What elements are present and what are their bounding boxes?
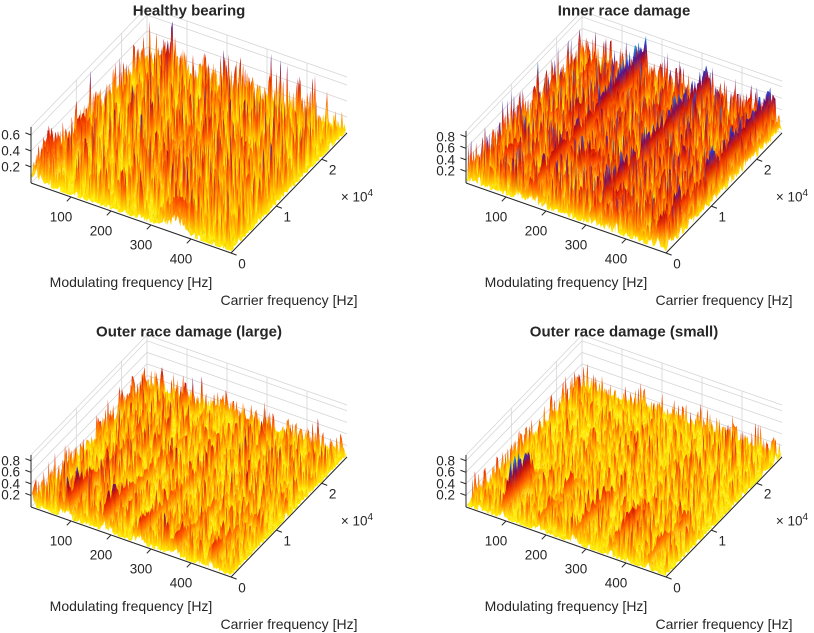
z-tick-label: 0.2 (1, 159, 20, 175)
subplot-inner-race-damage: Inner race damage Modulating frequency [… (435, 0, 814, 316)
z-tick-label: 0.2 (1, 487, 20, 503)
y-tick-label: 2 (763, 162, 772, 178)
z-tick-label: 0.8 (436, 129, 455, 145)
z-tick-label: 0.4 (1, 143, 20, 159)
subplot-title: Healthy bearing (132, 2, 246, 20)
subplot-title: Outer race damage (large) (96, 323, 282, 341)
x-tick-label: 300 (129, 561, 153, 577)
z-tick-label: 0.4 (436, 476, 455, 492)
x-tick-label: 100 (484, 533, 508, 549)
y-tick-label: 1 (283, 533, 292, 549)
z-tick-label: 0.2 (436, 487, 455, 503)
y-axis-label: Carrier frequency [Hz] (655, 292, 793, 308)
y-tick-label: 0 (238, 256, 246, 272)
x-tick-label: 200 (524, 547, 548, 563)
subplot-title: Inner race damage (557, 2, 691, 20)
x-tick-label: 200 (89, 547, 113, 563)
z-tick-label: 0.6 (436, 464, 455, 480)
x-tick-label: 400 (604, 575, 628, 591)
y-tick-label: 1 (283, 209, 292, 225)
x-tick-label: 400 (604, 251, 628, 267)
y-tick-label: 1 (718, 533, 727, 549)
y-axis-exponent: × 104 (340, 511, 374, 529)
x-axis-label: Modulating frequency [Hz] (484, 274, 648, 290)
subplot-title: Outer race damage (small) (529, 323, 719, 341)
y-tick-label: 0 (238, 580, 246, 596)
x-tick-label: 300 (564, 561, 588, 577)
subplot-healthy-bearing: Healthy bearing Modulating frequency [Hz… (0, 0, 407, 316)
z-tick-label: 0.8 (436, 453, 455, 469)
z-tick-label: 0.8 (1, 453, 20, 469)
x-axis-label: Modulating frequency [Hz] (49, 598, 213, 614)
y-tick-label: 2 (328, 162, 337, 178)
y-axis-label: Carrier frequency [Hz] (655, 616, 793, 632)
surface-plot-canvas (0, 0, 407, 316)
x-tick-label: 100 (484, 209, 508, 225)
subplot-outer-race-damage-large: Outer race damage (large) Modulating fre… (0, 321, 407, 633)
x-tick-label: 200 (89, 223, 113, 239)
y-tick-label: 1 (718, 209, 727, 225)
x-axis-label: Modulating frequency [Hz] (49, 274, 213, 290)
surface-plot-canvas (435, 0, 814, 316)
z-tick-label: 0.6 (1, 127, 20, 143)
y-tick-label: 2 (328, 486, 337, 502)
y-tick-label: 0 (673, 256, 681, 272)
subplot-outer-race-damage-small: Outer race damage (small) Modulating fre… (435, 321, 814, 633)
y-axis-exponent: × 104 (775, 511, 809, 529)
surface-plot-canvas (435, 321, 814, 633)
x-tick-label: 300 (129, 237, 153, 253)
y-axis-label: Carrier frequency [Hz] (220, 292, 358, 308)
z-tick-label: 0.4 (436, 152, 455, 168)
x-axis-label: Modulating frequency [Hz] (484, 598, 648, 614)
y-axis-exponent: × 104 (775, 187, 809, 205)
y-axis-exponent: × 104 (340, 187, 374, 205)
y-axis-label: Carrier frequency [Hz] (220, 616, 358, 632)
x-tick-label: 400 (169, 575, 193, 591)
z-tick-label: 0.6 (436, 140, 455, 156)
x-tick-label: 400 (169, 251, 193, 267)
z-tick-label: 0.4 (1, 476, 20, 492)
x-tick-label: 100 (49, 533, 73, 549)
x-tick-label: 100 (49, 209, 73, 225)
x-tick-label: 200 (524, 223, 548, 239)
y-tick-label: 2 (763, 486, 772, 502)
x-tick-label: 300 (564, 237, 588, 253)
y-tick-label: 0 (673, 580, 681, 596)
z-tick-label: 0.2 (436, 163, 455, 179)
z-tick-label: 0.6 (1, 464, 20, 480)
surface-plot-canvas (0, 321, 407, 633)
